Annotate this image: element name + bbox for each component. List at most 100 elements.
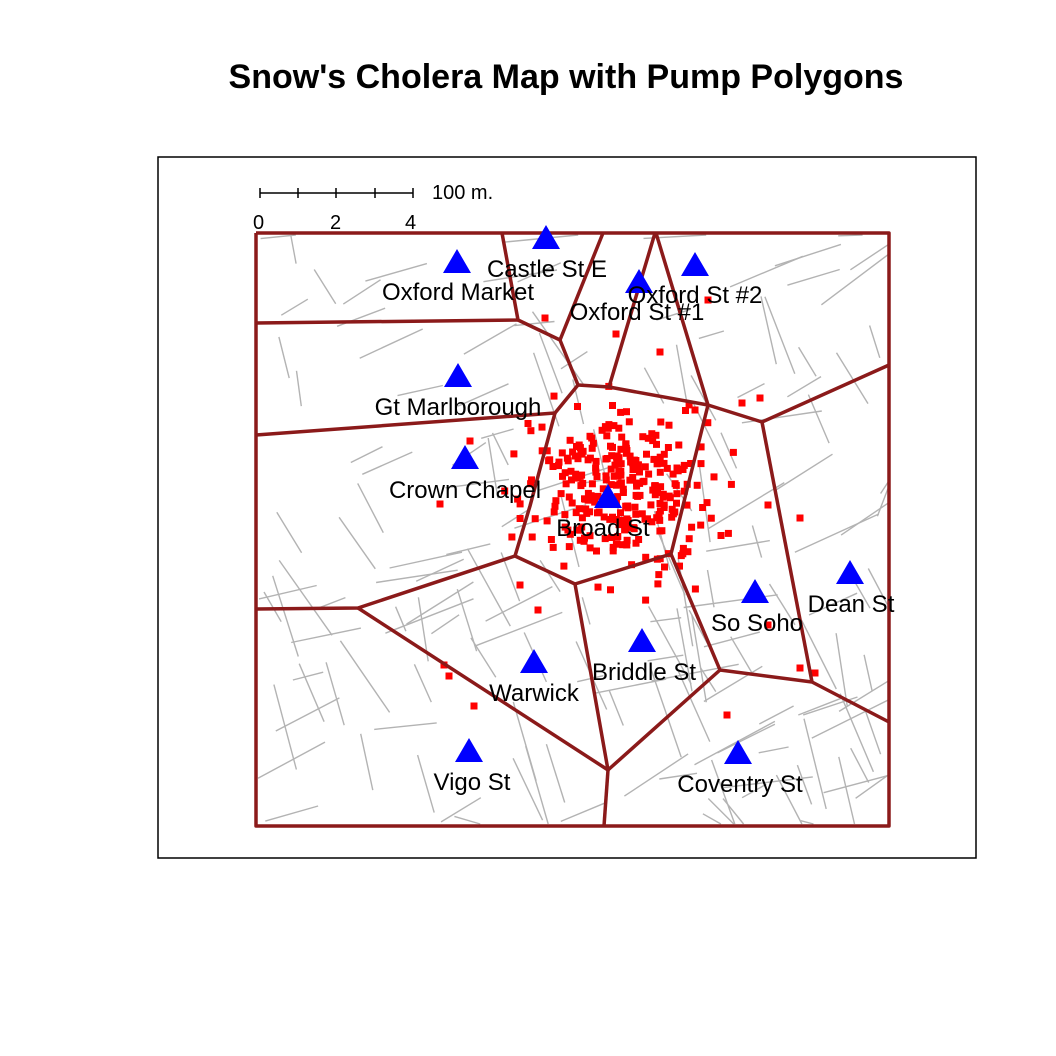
street-segment (431, 615, 459, 634)
street-segment (343, 280, 380, 304)
death-marker (558, 490, 565, 497)
death-marker (657, 454, 664, 461)
street-segment (418, 755, 435, 813)
death-marker (529, 534, 536, 541)
death-marker (718, 532, 725, 539)
death-marker (682, 407, 689, 414)
death-marker (613, 482, 620, 489)
street-segment (362, 452, 412, 474)
death-marker (642, 597, 649, 604)
death-marker (765, 502, 772, 509)
street-segment (546, 744, 564, 802)
death-marker (643, 451, 650, 458)
death-marker (626, 418, 633, 425)
death-marker (585, 490, 592, 497)
death-marker (616, 471, 623, 478)
pump-triangle-icon (520, 649, 548, 673)
death-marker (587, 433, 594, 440)
street-segment (582, 597, 590, 624)
street-segment (340, 641, 389, 713)
death-marker (686, 535, 693, 542)
death-marker (576, 505, 583, 512)
death-marker (603, 472, 610, 479)
death-marker (797, 665, 804, 672)
death-marker (704, 499, 711, 506)
street-segment (493, 433, 509, 465)
death-marker (642, 463, 649, 470)
death-marker (660, 494, 667, 501)
death-marker (579, 480, 586, 487)
death-marker (566, 494, 573, 501)
death-marker (654, 580, 661, 587)
pump-label: Gt Marlborough (375, 394, 542, 421)
pump-label: Oxford St #2 (628, 282, 763, 309)
death-marker (708, 515, 715, 522)
death-marker (725, 530, 732, 537)
death-marker (656, 517, 663, 524)
street-segment (824, 776, 888, 793)
death-marker (467, 438, 474, 445)
death-marker (632, 504, 639, 511)
death-marker (655, 571, 662, 578)
street-segment (454, 816, 480, 824)
polygon-edge (762, 422, 812, 682)
death-marker (535, 607, 542, 614)
death-marker (609, 402, 616, 409)
street-segment (259, 586, 317, 599)
death-marker (647, 501, 654, 508)
pump-label: Dean St (808, 591, 895, 618)
death-marker (633, 492, 640, 499)
street-segment (258, 742, 325, 778)
death-marker (728, 481, 735, 488)
death-marker (797, 515, 804, 522)
death-marker (711, 473, 718, 480)
death-marker (681, 462, 688, 469)
death-marker (812, 670, 819, 677)
death-marker (657, 419, 664, 426)
death-marker (670, 471, 677, 478)
death-marker (550, 544, 557, 551)
pump-triangle-icon (681, 252, 709, 276)
death-marker (698, 460, 705, 467)
death-marker (569, 500, 576, 507)
death-marker (568, 476, 575, 483)
death-marker (648, 430, 655, 437)
death-marker (542, 315, 549, 322)
death-marker (550, 463, 557, 470)
death-marker (692, 586, 699, 593)
street-segment (609, 690, 623, 725)
death-marker (525, 420, 532, 427)
death-marker (573, 443, 580, 450)
death-marker (673, 490, 680, 497)
death-marker (446, 673, 453, 680)
death-marker (602, 456, 609, 463)
pump-label: Broad St (556, 515, 650, 542)
street-segment (838, 235, 862, 236)
street-segment (274, 685, 297, 770)
death-marker (678, 552, 685, 559)
street-segment (297, 371, 302, 406)
death-marker (673, 500, 680, 507)
street-segment (279, 560, 332, 635)
death-marker (609, 444, 616, 451)
death-marker (589, 480, 596, 487)
street-segment (513, 702, 536, 781)
pump-triangle-icon (724, 740, 752, 764)
street-segment (414, 664, 431, 702)
street-segment (265, 806, 318, 821)
death-marker (671, 509, 678, 516)
death-marker (623, 541, 630, 548)
death-marker (674, 465, 681, 472)
pump-label: Vigo St (434, 769, 511, 796)
death-marker (471, 703, 478, 710)
death-marker (629, 459, 636, 466)
death-marker (613, 453, 620, 460)
death-marker (567, 437, 574, 444)
death-marker (575, 455, 582, 462)
street-segment (856, 775, 888, 798)
street-segment (787, 377, 821, 397)
street-segment (691, 375, 716, 420)
street-segment (877, 489, 888, 517)
street-segment (374, 723, 437, 730)
